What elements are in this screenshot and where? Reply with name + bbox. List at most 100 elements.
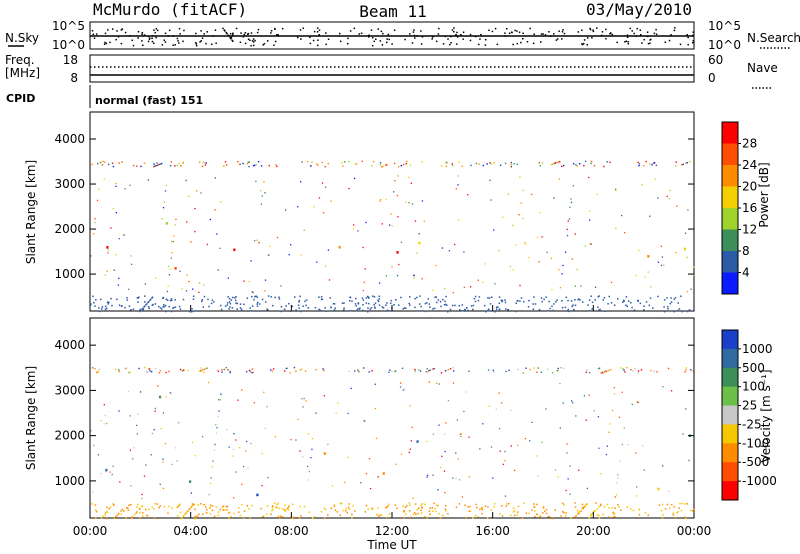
noise-point xyxy=(179,308,182,310)
range-speckle xyxy=(225,164,228,166)
noise-point xyxy=(409,504,411,507)
nsearch-point xyxy=(655,28,657,31)
noise-point xyxy=(498,309,501,311)
noise-point xyxy=(180,517,183,520)
scattered-point xyxy=(539,211,542,214)
noise-point xyxy=(451,304,454,307)
range-speckle xyxy=(200,369,203,372)
nsearch-point xyxy=(243,33,246,36)
nsearch-point xyxy=(484,38,487,41)
noise-point xyxy=(439,300,442,303)
scattered-point xyxy=(192,288,194,290)
noise-point xyxy=(262,515,265,517)
scattered-point xyxy=(379,199,382,201)
scattered-point xyxy=(260,203,262,205)
nsearch-point xyxy=(316,31,319,33)
scattered-point xyxy=(411,426,413,429)
noise-point xyxy=(495,308,498,311)
scattered-point xyxy=(250,442,252,445)
scattered-point xyxy=(566,443,568,445)
scattered-point xyxy=(337,402,339,404)
nsearch-point xyxy=(655,33,658,35)
noise-point xyxy=(533,503,535,505)
scattered-point xyxy=(318,197,321,199)
scattered-point xyxy=(621,391,623,393)
noise-point xyxy=(598,505,600,508)
noise-point xyxy=(692,509,694,512)
noise-point xyxy=(403,516,405,519)
noise-point xyxy=(358,308,361,310)
nsearch-point xyxy=(582,42,585,45)
nsearch-point xyxy=(120,29,123,31)
range-speckle xyxy=(425,371,428,373)
scattered-point xyxy=(164,190,167,192)
scattered-point xyxy=(684,232,687,234)
nsearch-point xyxy=(155,36,157,39)
noise-point xyxy=(231,307,234,309)
colorbar-tick-label: 20 xyxy=(742,180,757,194)
range-speckle xyxy=(643,164,645,167)
noise-point xyxy=(126,299,129,301)
range-speckle xyxy=(487,369,490,371)
noise-point xyxy=(489,303,492,305)
scattered-point xyxy=(94,221,96,224)
scattered-point xyxy=(211,466,214,468)
noise-point xyxy=(455,506,458,509)
noise-point xyxy=(151,296,154,298)
colorbar-tick-label: 16 xyxy=(742,201,757,215)
scattered-point xyxy=(598,447,600,449)
noise-point xyxy=(302,305,304,307)
noise-point xyxy=(271,505,274,507)
noise-point xyxy=(577,298,579,301)
scattered-point xyxy=(305,400,307,402)
scattered-point xyxy=(322,212,325,214)
noise-point xyxy=(498,302,501,304)
noise-point xyxy=(597,295,600,298)
xtick-label: 20:00 xyxy=(576,524,611,538)
noise-point xyxy=(371,507,373,510)
scattered-point xyxy=(479,448,481,450)
noise-point xyxy=(295,309,297,311)
nsky-trace xyxy=(90,27,695,47)
nsearch-point xyxy=(231,39,233,42)
scattered-point xyxy=(396,274,399,277)
noise-point xyxy=(159,307,162,309)
noise-point xyxy=(234,299,237,302)
nsearch-point xyxy=(420,30,422,32)
noise-point xyxy=(318,296,320,298)
scattered-point xyxy=(128,288,130,290)
noise-point xyxy=(308,511,310,513)
nsearch-point xyxy=(152,42,155,45)
scattered-point xyxy=(284,209,287,211)
range-speckle xyxy=(275,164,277,166)
noise-point xyxy=(105,510,108,513)
noise-point xyxy=(378,298,381,300)
noise-point xyxy=(587,304,589,306)
noise-point xyxy=(220,308,223,311)
range-speckle xyxy=(559,161,561,163)
nsearch-point xyxy=(244,42,247,45)
noise-point xyxy=(627,300,630,302)
range-speckle xyxy=(260,165,263,167)
noise-point xyxy=(111,304,113,307)
scattered-point xyxy=(254,239,256,242)
noise-point xyxy=(92,295,94,298)
noise-point xyxy=(324,508,327,511)
scattered-point xyxy=(566,234,569,237)
noise-point xyxy=(622,301,624,303)
scattered-point xyxy=(575,415,577,417)
noise-point xyxy=(278,298,281,300)
range-speckle xyxy=(653,370,655,372)
scattered-point xyxy=(397,216,399,218)
range-speckle xyxy=(248,369,251,372)
nsearch-point xyxy=(229,33,232,35)
noise-point xyxy=(545,296,547,298)
scattered-point xyxy=(118,410,120,412)
noise-point xyxy=(324,517,326,520)
noise-point xyxy=(663,306,665,308)
noise-point xyxy=(213,301,215,303)
noise-point xyxy=(94,305,96,307)
range-speckle xyxy=(546,368,549,370)
noise-point xyxy=(219,508,222,511)
range-speckle xyxy=(165,371,167,374)
